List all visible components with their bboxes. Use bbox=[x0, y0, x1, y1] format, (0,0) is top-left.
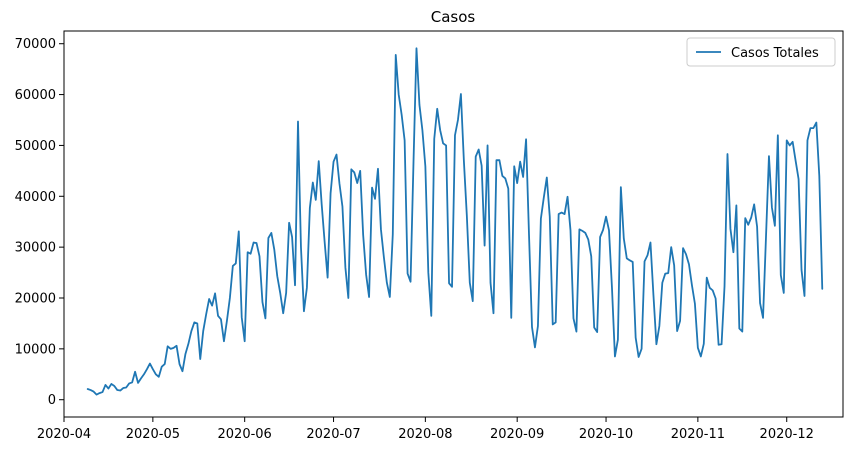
x-axis: 2020-04 2020-05 2020-06 2020-07 2020-08 2020-… bbox=[37, 417, 814, 442]
legend-box bbox=[686, 37, 836, 67]
x-tick-label: 2020-12 bbox=[760, 427, 814, 442]
y-tick-label: 70000 bbox=[15, 37, 56, 52]
y-axis: 0 10000 20000 30000 40000 50000 60000 70000 bbox=[15, 37, 64, 408]
x-tick-label: 2020-05 bbox=[126, 427, 180, 442]
x-tick-label: 2020-10 bbox=[579, 427, 633, 442]
y-tick-label: 10000 bbox=[15, 342, 56, 357]
y-tick-label: 40000 bbox=[15, 190, 56, 205]
y-tick-label: 20000 bbox=[15, 291, 56, 306]
y-tick-label: 50000 bbox=[15, 139, 56, 154]
x-tick-label: 2020-04 bbox=[37, 427, 91, 442]
plot-frame bbox=[63, 30, 844, 418]
x-tick-label: 2020-09 bbox=[490, 427, 544, 442]
x-tick-label: 2020-08 bbox=[398, 427, 452, 442]
x-tick-label: 2020-06 bbox=[218, 427, 272, 442]
x-tick-label: 2020-11 bbox=[671, 427, 725, 442]
y-tick-label: 60000 bbox=[15, 88, 56, 103]
series-line-casos-totales bbox=[86, 47, 824, 396]
chart-title: Casos bbox=[431, 8, 476, 26]
x-tick-label: 2020-07 bbox=[306, 427, 360, 442]
legend: Casos Totales bbox=[686, 37, 836, 67]
plot-area bbox=[63, 30, 844, 418]
legend-label: Casos Totales bbox=[731, 46, 819, 61]
y-tick-label: 30000 bbox=[15, 241, 56, 256]
y-tick-label: 0 bbox=[48, 393, 56, 408]
